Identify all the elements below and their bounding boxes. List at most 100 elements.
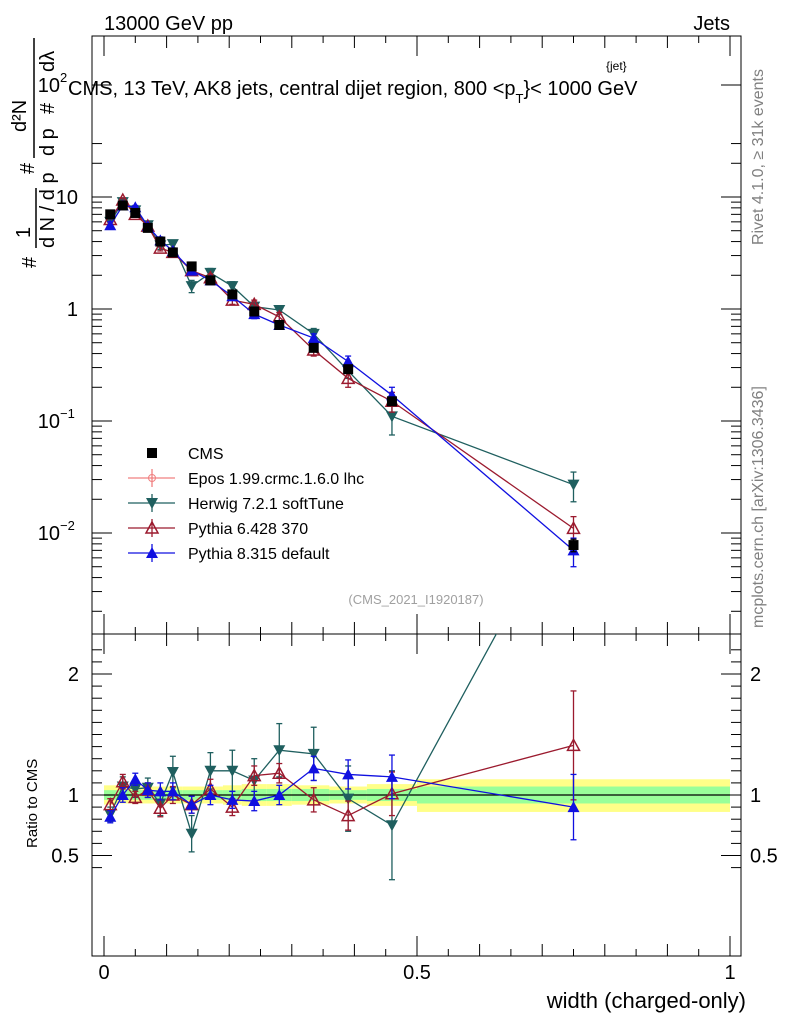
plot-title-super: {jet}: [606, 59, 627, 73]
main-series-pythia6: [102, 192, 581, 545]
main-y-tick-exponent: 2: [60, 70, 67, 85]
x-tick-label: 0: [98, 962, 109, 984]
main-point-pythia8: [104, 219, 117, 231]
ratio-point-pythia6: [128, 789, 143, 804]
main-plot-frame: [91, 35, 742, 635]
y-label-fraction: 1: [13, 227, 35, 238]
ratio-point-herwig: [166, 767, 179, 779]
main-point-cms: [205, 275, 216, 286]
main-point-herwig: [204, 267, 217, 279]
energy-label: 13000 GeV pp: [104, 13, 233, 35]
y-label-d2n: d²N: [9, 100, 31, 132]
main-y-tick-label: 10: [38, 523, 60, 545]
legend-entry-pythia8: Pythia 8.315 default: [128, 544, 330, 563]
ratio-point-herwig: [385, 820, 398, 832]
legend-marker-pythia6: [144, 520, 160, 534]
legend-entry-pythia6: Pythia 6.428 370: [128, 519, 308, 538]
main-point-cms: [308, 342, 319, 353]
plot-title: CMS, 13 TeV, AK8 jets, central dijet reg…: [68, 78, 638, 106]
mcplots-side-label: mcplots.cern.ch [arXiv:1306.3436]: [750, 386, 767, 628]
main-point-cms: [130, 207, 141, 218]
main-series-cms: [105, 200, 579, 553]
main-point-herwig: [385, 411, 398, 423]
y-label-dpt-dlambda: d p: [37, 128, 59, 156]
ratio-point-pythia6: [566, 737, 581, 752]
main-point-cms: [274, 319, 285, 330]
main-point-cms: [386, 396, 397, 407]
main-series-herwig: [104, 197, 580, 503]
main-point-pythia6: [153, 240, 168, 254]
main-point-cms: [167, 247, 178, 258]
plot-title-suffix: }< 1000 GeV: [523, 78, 638, 100]
main-point-cms: [142, 222, 153, 233]
main-point-pythia6: [340, 370, 356, 385]
ratio-y-tick-label: 2: [68, 664, 79, 686]
main-point-cms: [249, 306, 260, 317]
plot-title-sub: T: [516, 91, 524, 106]
y-label-hash-1: #: [19, 256, 41, 268]
ratio-point-herwig: [204, 765, 217, 777]
legend-marker-pythia8: [146, 547, 158, 558]
main-point-cms: [186, 261, 197, 272]
ratio-point-pythia8: [129, 773, 142, 785]
main-y-tick-exponent: −2: [60, 518, 75, 533]
main-y-tick-label: 10: [38, 75, 60, 97]
main-y-tick-exponent: −1: [60, 406, 75, 421]
legend-label-herwig: Herwig 7.2.1 softTune: [188, 496, 344, 513]
ratio-point-pythia8: [567, 801, 580, 813]
ratio-point-herwig: [226, 765, 239, 777]
legend-label-cms: CMS: [188, 446, 224, 463]
x-tick-label: 1: [724, 962, 735, 984]
ratio-y-tick-label-right: 0.5: [750, 846, 778, 868]
legend-marker-cms: [147, 448, 157, 458]
ratio-point-pythia6: [225, 799, 240, 813]
main-point-pythia6: [566, 520, 581, 535]
y-label-dlambda: dλ: [37, 51, 59, 72]
main-point-herwig: [226, 281, 239, 293]
ratio-point-pythia8: [342, 768, 355, 780]
main-y-tick-label: 1: [67, 299, 78, 321]
ratio-point-pythia6: [246, 768, 262, 782]
ratio-point-pythia6: [115, 774, 131, 788]
ratio-point-pythia6: [340, 808, 356, 822]
legend-label-pythia8: Pythia 8.315 default: [188, 546, 330, 563]
legend-label-pythia6: Pythia 6.428 370: [188, 521, 308, 538]
ratio-point-pythia8: [166, 785, 179, 797]
ratio-point-pythia8: [154, 785, 167, 797]
ratio-series-pythia8: [104, 754, 580, 841]
main-point-cms: [343, 364, 354, 375]
main-point-cms: [568, 540, 579, 551]
main-point-herwig: [185, 281, 198, 293]
ratio-point-herwig: [129, 783, 142, 795]
ratio-point-pythia8: [226, 793, 239, 805]
main-y-tick-label: 10: [56, 187, 78, 209]
ratio-point-herwig: [342, 793, 355, 805]
main-y-tick-label: 10: [38, 411, 60, 433]
main-point-cms: [227, 289, 238, 300]
y-label-hash-3: #: [37, 102, 59, 114]
ratio-point-pythia8: [185, 798, 198, 810]
rivet-side-label: Rivet 4.1.0, ≥ 31k events: [750, 69, 767, 245]
ratio-y-tick-label-right: 2: [750, 664, 761, 686]
ratio-point-pythia8: [385, 770, 398, 782]
ratio-point-pythia8: [104, 810, 117, 822]
ratio-y-tick-label: 1: [68, 785, 79, 807]
ratio-point-pythia6: [306, 792, 321, 806]
category-label: Jets: [693, 13, 730, 35]
main-point-herwig: [567, 479, 580, 491]
main-point-cms: [105, 209, 116, 220]
ratio-point-herwig: [273, 745, 286, 757]
ratio-point-pythia8: [116, 789, 129, 800]
ratio-point-pythia8: [204, 789, 217, 800]
ratio-point-pythia8: [141, 784, 154, 796]
main-y-axis-label: # 1 d N / d p # d²N d p # dλ: [9, 38, 59, 268]
ratio-point-pythia6: [102, 797, 118, 811]
y-label-dn-dpt: d N / d p: [37, 172, 59, 248]
ratio-y-axis-label: Ratio to CMS: [24, 759, 41, 848]
ratio-point-pythia8: [248, 795, 261, 807]
main-point-cms: [117, 200, 128, 211]
ratio-point-herwig: [307, 748, 320, 760]
main-point-pythia8: [307, 332, 320, 344]
ratio-y-tick-label-right: 1: [750, 785, 761, 807]
